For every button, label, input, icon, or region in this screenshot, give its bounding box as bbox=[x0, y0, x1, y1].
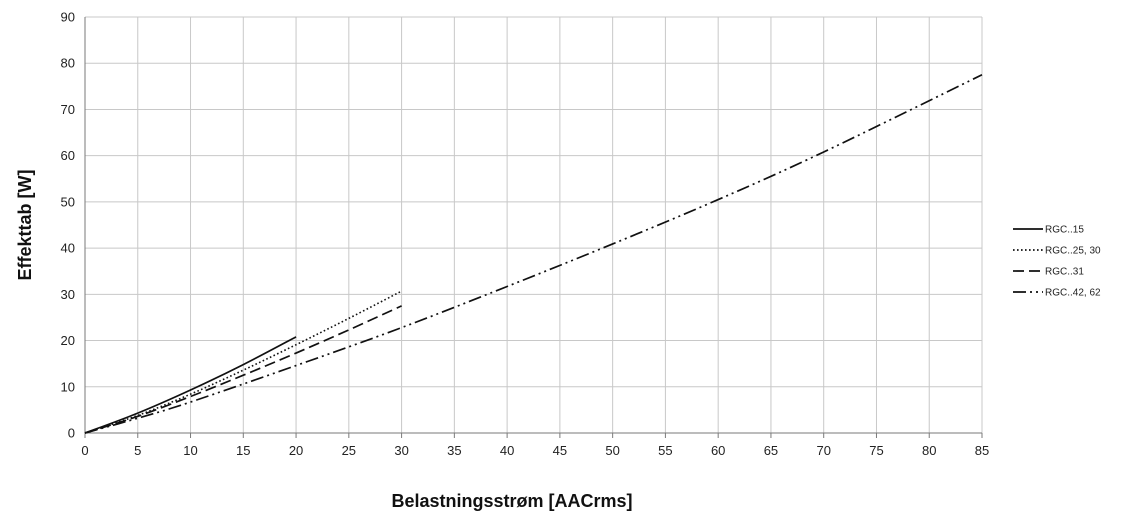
y-tick-label: 50 bbox=[61, 194, 75, 209]
legend-item: RGC..31 bbox=[1013, 267, 1084, 278]
legend-label: RGC..25, 30 bbox=[1045, 246, 1101, 257]
y-tick-label: 70 bbox=[61, 102, 75, 117]
x-tick-label: 25 bbox=[342, 443, 356, 458]
x-axis-title: Belastningsstrøm [AACrms] bbox=[391, 491, 632, 511]
series-line-rgc-25-30 bbox=[84, 290, 402, 434]
x-tick-label: 75 bbox=[869, 443, 883, 458]
legend-item: RGC..25, 30 bbox=[1013, 246, 1101, 257]
x-tick-label: 35 bbox=[447, 443, 461, 458]
series-line-rgc-42-62 bbox=[84, 74, 983, 434]
gridlines bbox=[84, 16, 983, 434]
y-tick-label: 20 bbox=[61, 333, 75, 348]
legend-label: RGC..42, 62 bbox=[1045, 288, 1101, 299]
legend-item: RGC..42, 62 bbox=[1013, 288, 1101, 299]
y-tick-label: 10 bbox=[61, 379, 75, 394]
x-tick-label: 0 bbox=[81, 443, 88, 458]
x-tick-label: 20 bbox=[289, 443, 303, 458]
x-tick-label: 55 bbox=[658, 443, 672, 458]
y-tick-label: 60 bbox=[61, 148, 75, 163]
series-lines bbox=[84, 74, 983, 434]
series-line-rgc-15 bbox=[84, 336, 297, 434]
x-tick-label: 65 bbox=[764, 443, 778, 458]
x-tick-label: 60 bbox=[711, 443, 725, 458]
y-tick-label: 90 bbox=[61, 10, 75, 25]
x-tick-label: 70 bbox=[816, 443, 830, 458]
x-tick-label: 45 bbox=[553, 443, 567, 458]
legend-label: RGC..31 bbox=[1045, 267, 1084, 278]
x-tick-label: 5 bbox=[134, 443, 141, 458]
x-tick-label: 80 bbox=[922, 443, 936, 458]
x-tick-label: 40 bbox=[500, 443, 514, 458]
legend-label: RGC..15 bbox=[1045, 225, 1084, 236]
y-axis-title: Effekttab [W] bbox=[15, 170, 35, 281]
y-tick-label: 40 bbox=[61, 241, 75, 256]
y-tick-label: 80 bbox=[61, 56, 75, 71]
x-tick-label: 10 bbox=[183, 443, 197, 458]
legend: RGC..15 RGC..25, 30 RGC..31 RGC..42, 62 bbox=[1013, 225, 1101, 299]
legend-item: RGC..15 bbox=[1013, 225, 1084, 236]
x-tick-label: 50 bbox=[605, 443, 619, 458]
x-tick-label: 15 bbox=[236, 443, 250, 458]
axes: 0 10 20 30 40 50 60 70 80 90 0 5 10 15 20 25 30 35 40 45 50 5… bbox=[61, 10, 990, 459]
y-tick-label: 30 bbox=[61, 287, 75, 302]
x-tick-label: 85 bbox=[975, 443, 989, 458]
y-tick-label: 0 bbox=[68, 426, 75, 441]
x-tick-label: 30 bbox=[394, 443, 408, 458]
series-line-rgc-31 bbox=[84, 305, 402, 434]
